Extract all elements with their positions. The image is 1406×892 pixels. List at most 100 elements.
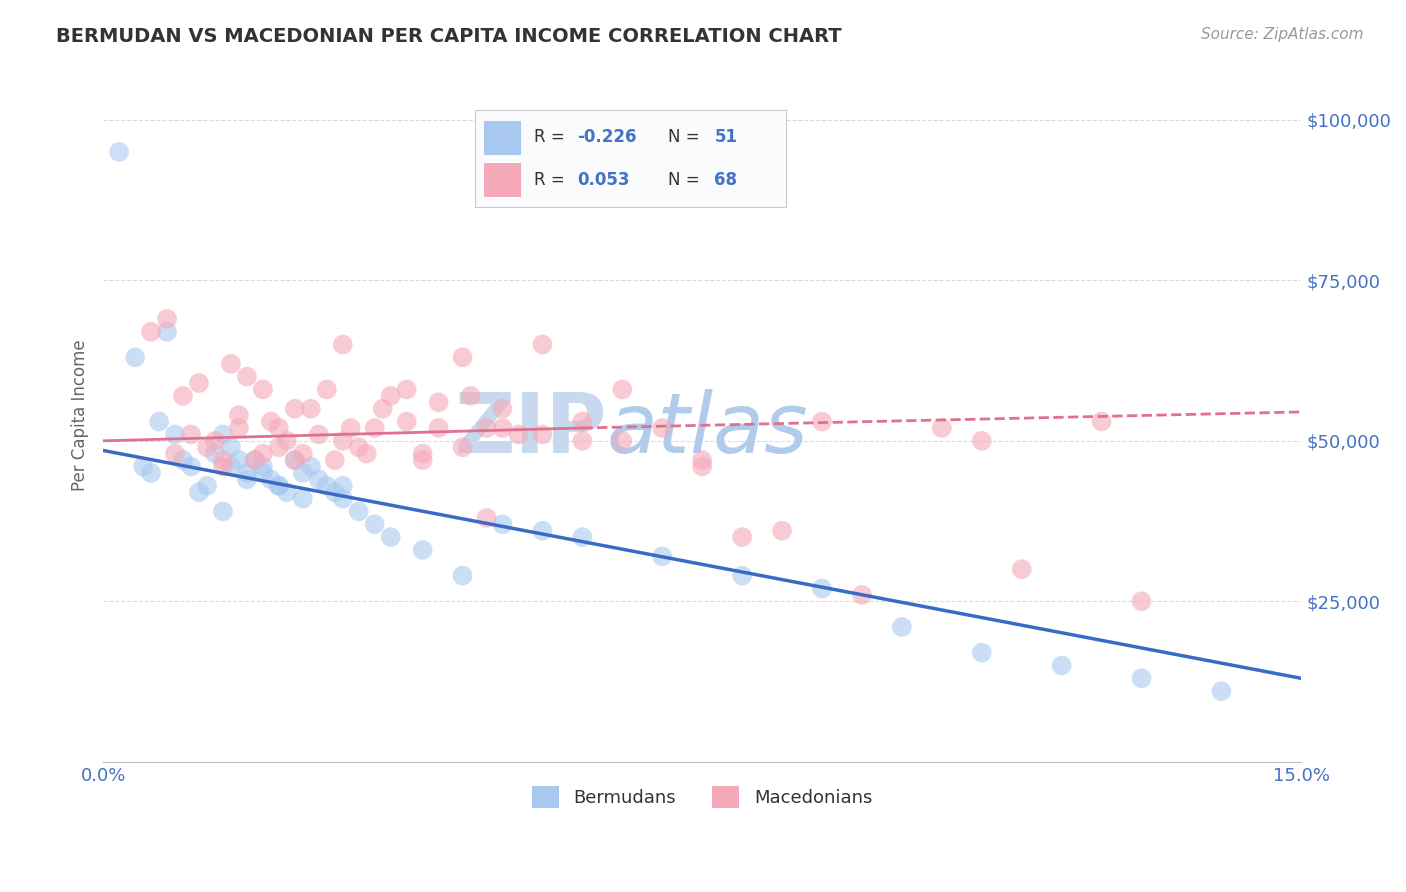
Point xyxy=(451,351,474,365)
Point xyxy=(204,447,226,461)
Point xyxy=(427,395,450,409)
Point xyxy=(291,447,314,461)
Point xyxy=(491,401,513,416)
Point xyxy=(291,491,314,506)
Point xyxy=(427,421,450,435)
Point xyxy=(139,325,162,339)
Point xyxy=(291,466,314,480)
Point xyxy=(204,434,226,448)
Point xyxy=(1090,415,1112,429)
Point xyxy=(195,440,218,454)
Point xyxy=(690,459,713,474)
Point xyxy=(451,440,474,454)
Point xyxy=(364,421,387,435)
Point xyxy=(811,415,834,429)
Point xyxy=(412,543,434,558)
Point xyxy=(931,421,953,435)
Point xyxy=(1211,684,1233,698)
Point xyxy=(531,337,554,351)
Point xyxy=(195,479,218,493)
Point xyxy=(212,453,235,467)
Point xyxy=(412,447,434,461)
Point xyxy=(132,459,155,474)
Point xyxy=(260,415,283,429)
Point xyxy=(308,427,330,442)
Point xyxy=(371,401,394,416)
Point xyxy=(180,459,202,474)
Point xyxy=(163,427,186,442)
Point xyxy=(228,408,250,422)
Point xyxy=(531,524,554,538)
Point xyxy=(491,421,513,435)
Point xyxy=(163,447,186,461)
Point xyxy=(395,415,418,429)
Point xyxy=(395,383,418,397)
Point xyxy=(1130,671,1153,685)
Point xyxy=(460,389,482,403)
Point xyxy=(188,376,211,390)
Point xyxy=(332,434,354,448)
Point xyxy=(172,453,194,467)
Point xyxy=(267,479,290,493)
Point xyxy=(851,588,873,602)
Point xyxy=(299,459,322,474)
Point xyxy=(571,530,593,544)
Point xyxy=(219,459,242,474)
Point xyxy=(612,434,634,448)
Point xyxy=(172,389,194,403)
Point xyxy=(475,421,498,435)
Point xyxy=(323,485,346,500)
Point xyxy=(284,453,307,467)
Point xyxy=(252,459,274,474)
Text: Source: ZipAtlas.com: Source: ZipAtlas.com xyxy=(1201,27,1364,42)
Point xyxy=(531,427,554,442)
Point xyxy=(491,517,513,532)
Point xyxy=(228,453,250,467)
Point xyxy=(212,459,235,474)
Point xyxy=(332,491,354,506)
Point xyxy=(332,479,354,493)
Point xyxy=(1050,658,1073,673)
Point xyxy=(243,453,266,467)
Point xyxy=(508,427,530,442)
Point xyxy=(339,421,361,435)
Point xyxy=(451,568,474,582)
Point xyxy=(267,421,290,435)
Point xyxy=(236,472,259,486)
Point xyxy=(412,453,434,467)
Point xyxy=(180,427,202,442)
Point xyxy=(267,479,290,493)
Point xyxy=(219,357,242,371)
Point xyxy=(970,434,993,448)
Point xyxy=(299,401,322,416)
Point xyxy=(276,434,298,448)
Point xyxy=(260,472,283,486)
Point xyxy=(612,383,634,397)
Y-axis label: Per Capita Income: Per Capita Income xyxy=(72,339,89,491)
Point xyxy=(651,421,673,435)
Point xyxy=(323,453,346,467)
Point xyxy=(284,401,307,416)
Point xyxy=(731,568,754,582)
Point xyxy=(571,415,593,429)
Point xyxy=(188,485,211,500)
Point xyxy=(770,524,793,538)
Point xyxy=(380,389,402,403)
Point xyxy=(276,485,298,500)
Point xyxy=(890,620,912,634)
Point xyxy=(811,582,834,596)
Point xyxy=(252,383,274,397)
Point xyxy=(228,421,250,435)
Point xyxy=(219,440,242,454)
Point xyxy=(156,311,179,326)
Point xyxy=(970,646,993,660)
Point xyxy=(1011,562,1033,576)
Point xyxy=(475,511,498,525)
Point xyxy=(651,549,673,564)
Point xyxy=(284,453,307,467)
Point xyxy=(236,369,259,384)
Point xyxy=(108,145,131,159)
Point xyxy=(1130,594,1153,608)
Point xyxy=(252,447,274,461)
Point xyxy=(243,453,266,467)
